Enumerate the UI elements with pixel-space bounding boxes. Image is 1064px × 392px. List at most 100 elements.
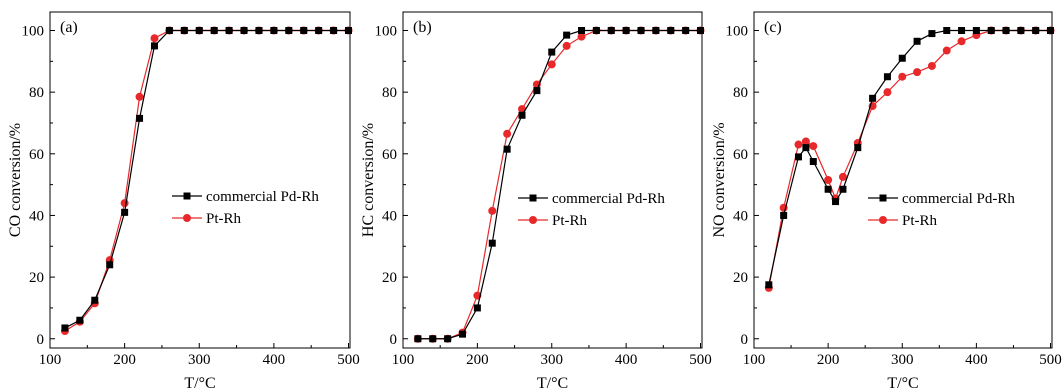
x-tick-label: 100 [39, 352, 62, 368]
panel-label: (c) [764, 19, 782, 36]
data-point-square [854, 144, 862, 152]
legend-marker-square [183, 192, 191, 200]
data-point-circle [794, 140, 803, 149]
series-line-pt-rh [64, 29, 349, 332]
data-point-square [61, 324, 69, 332]
y-tick-label: 100 [726, 23, 749, 39]
y-axis-label: NO conversion/% [711, 122, 728, 237]
y-tick-label: 80 [733, 85, 748, 101]
data-point-square [832, 198, 840, 206]
y-tick-label: 60 [733, 147, 748, 163]
y-tick-label: 40 [29, 208, 44, 224]
y-tick-label: 20 [733, 270, 748, 286]
data-point-square [928, 30, 936, 38]
data-point-circle [809, 142, 818, 151]
data-point-square [240, 26, 248, 34]
y-axis-label: HC conversion/% [360, 123, 377, 237]
panel-label: (a) [60, 19, 78, 36]
data-point-square [652, 26, 660, 34]
x-tick-label: 500 [337, 352, 360, 368]
data-point-square [255, 26, 263, 34]
data-point-square [667, 26, 675, 34]
legend-marker-square [529, 194, 537, 202]
data-point-circle [838, 172, 847, 181]
data-point-square [802, 144, 810, 152]
data-point-circle [913, 68, 922, 77]
data-point-square [503, 145, 511, 153]
data-point-square [136, 114, 144, 122]
data-point-square [972, 26, 980, 34]
y-tick-label: 100 [22, 23, 45, 39]
data-point-square [533, 87, 541, 95]
data-point-square [210, 26, 218, 34]
data-point-square [1017, 26, 1025, 34]
y-tick-label: 80 [382, 85, 397, 101]
data-point-square [987, 26, 995, 34]
data-point-square [473, 304, 481, 312]
series-line-commercial-pd-rh [417, 29, 701, 340]
y-tick-label: 60 [29, 147, 44, 163]
data-point-square [898, 54, 906, 62]
data-point-square [765, 281, 773, 289]
data-point-square [180, 26, 188, 34]
data-point-square [1047, 26, 1055, 34]
data-point-square [121, 208, 129, 216]
data-point-square [444, 335, 452, 343]
x-axis-label: T/°C [184, 375, 215, 392]
data-point-circle [503, 129, 512, 138]
x-tick-label: 400 [965, 352, 988, 368]
data-point-square [1002, 26, 1010, 34]
x-tick-label: 400 [263, 352, 286, 368]
y-axis-label: CO conversion/% [7, 123, 24, 237]
legend: commercial Pd-Rh Pt-Rh [518, 191, 665, 229]
data-point-square [315, 26, 323, 34]
legend-label: Pt-Rh [552, 213, 588, 229]
data-point-circle [488, 206, 497, 215]
data-point-circle [942, 46, 951, 55]
data-point-circle [898, 72, 907, 81]
y-tick-label: 40 [733, 208, 748, 224]
data-point-square [518, 111, 526, 119]
data-point-square [780, 211, 788, 219]
data-point-circle [957, 37, 966, 46]
data-point-square [548, 48, 556, 56]
y-tick-label: 40 [382, 208, 397, 224]
data-point-square [592, 26, 600, 34]
series-line-pt-rh [417, 29, 701, 340]
data-point-circle [562, 41, 571, 50]
x-tick-label: 400 [615, 352, 638, 368]
legend-label: commercial Pd-Rh [206, 189, 319, 205]
data-point-square [195, 26, 203, 34]
x-tick-label: 200 [817, 352, 840, 368]
x-tick-label: 200 [466, 352, 489, 368]
data-point-circle [927, 61, 936, 70]
data-point-square [607, 26, 615, 34]
data-point-circle [150, 34, 159, 43]
data-point-square [637, 26, 645, 34]
legend: commercial Pd-Rh Pt-Rh [172, 189, 319, 227]
data-point-circle [824, 176, 833, 184]
data-point-square [76, 316, 84, 324]
legend-marker-circle [183, 214, 191, 222]
data-point-circle [577, 32, 586, 41]
data-point-square [459, 330, 467, 338]
data-point-square [682, 26, 690, 34]
data-point-circle [135, 92, 144, 101]
x-tick-label: 100 [743, 352, 766, 368]
x-axis-label: T/°C [887, 375, 918, 392]
y-tick-label: 100 [375, 23, 398, 39]
data-point-circle [120, 199, 129, 208]
data-point-square [883, 73, 891, 81]
data-point-square [345, 26, 353, 34]
x-axis-label: T/°C [537, 375, 568, 392]
data-point-square [697, 26, 705, 34]
plot-frame [753, 11, 1053, 349]
data-point-square [91, 296, 99, 304]
data-point-square [809, 158, 817, 166]
data-point-square [943, 26, 951, 34]
data-point-square [285, 26, 293, 34]
data-point-square [106, 261, 114, 269]
chart-panel-3: 100 200 300 400 500 0 20 40 60 80 100 T/°C NO conver… [711, 11, 1062, 392]
data-point-circle [547, 60, 556, 69]
x-tick-label: 200 [113, 352, 136, 368]
